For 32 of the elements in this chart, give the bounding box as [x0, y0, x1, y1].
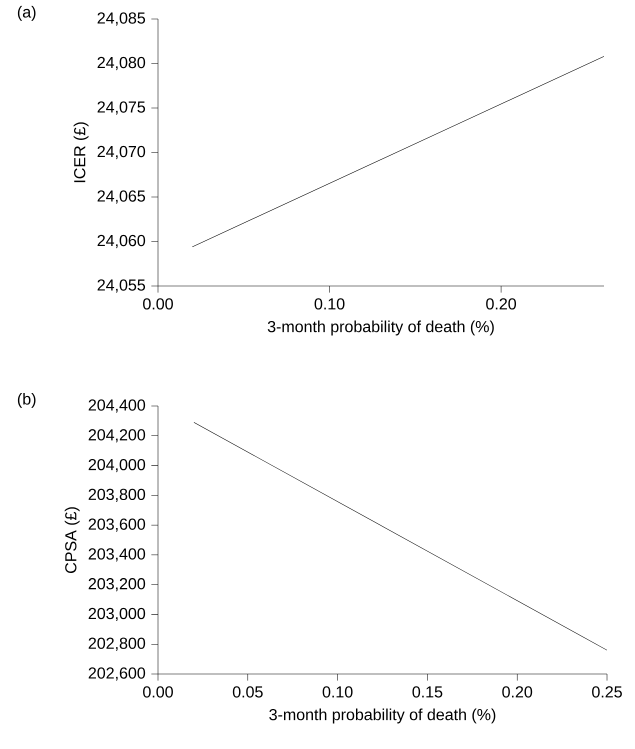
y-tick-label: 24,055 [98, 279, 146, 293]
y-tick-label: 24,070 [98, 146, 146, 160]
x-tick-label: 0.20 [486, 298, 516, 310]
y-axis-title: ICER (£) [74, 122, 89, 182]
y-tick-label: 203,800 [88, 488, 146, 502]
x-tick-label: 0.00 [143, 298, 173, 310]
y-tick-label: 24,085 [98, 12, 146, 26]
y-tick-label: 24,065 [98, 190, 146, 204]
y-tick-label: 204,400 [88, 399, 146, 413]
x-tick-label: 0.00 [143, 686, 173, 698]
y-tick-label: 203,400 [88, 548, 146, 562]
x-tick-label: 0.15 [412, 686, 442, 698]
y-tick-label: 204,200 [88, 429, 146, 442]
y-tick-label: 24,075 [98, 101, 146, 115]
text: (b) [18, 392, 36, 408]
y-tick-label: 24,060 [98, 234, 146, 248]
y-tick-label: 202,600 [88, 667, 146, 681]
x-tick-label: 0.10 [322, 686, 353, 698]
y-tick-label: 203,000 [88, 608, 146, 622]
x-tick-label: 0.10 [314, 298, 344, 310]
y-tick-label: 203,200 [88, 578, 146, 592]
y-tick-label: 204,000 [88, 458, 146, 472]
x-axis-title: 3-month probability of death (%) [268, 320, 494, 336]
x-tick-label: 0.20 [502, 686, 532, 698]
x-tick-label: 0.05 [232, 686, 263, 698]
y-axis-title: CPSA (£) [64, 507, 80, 573]
y-tick-label: 202,800 [88, 638, 146, 651]
y-tick-label: 203,600 [88, 518, 146, 532]
x-axis-title: 3-month probability of death (%) [269, 708, 496, 724]
text: (a) [18, 6, 36, 21]
x-tick-label: 0.25 [592, 686, 622, 698]
y-tick-label: 24,080 [98, 56, 146, 70]
